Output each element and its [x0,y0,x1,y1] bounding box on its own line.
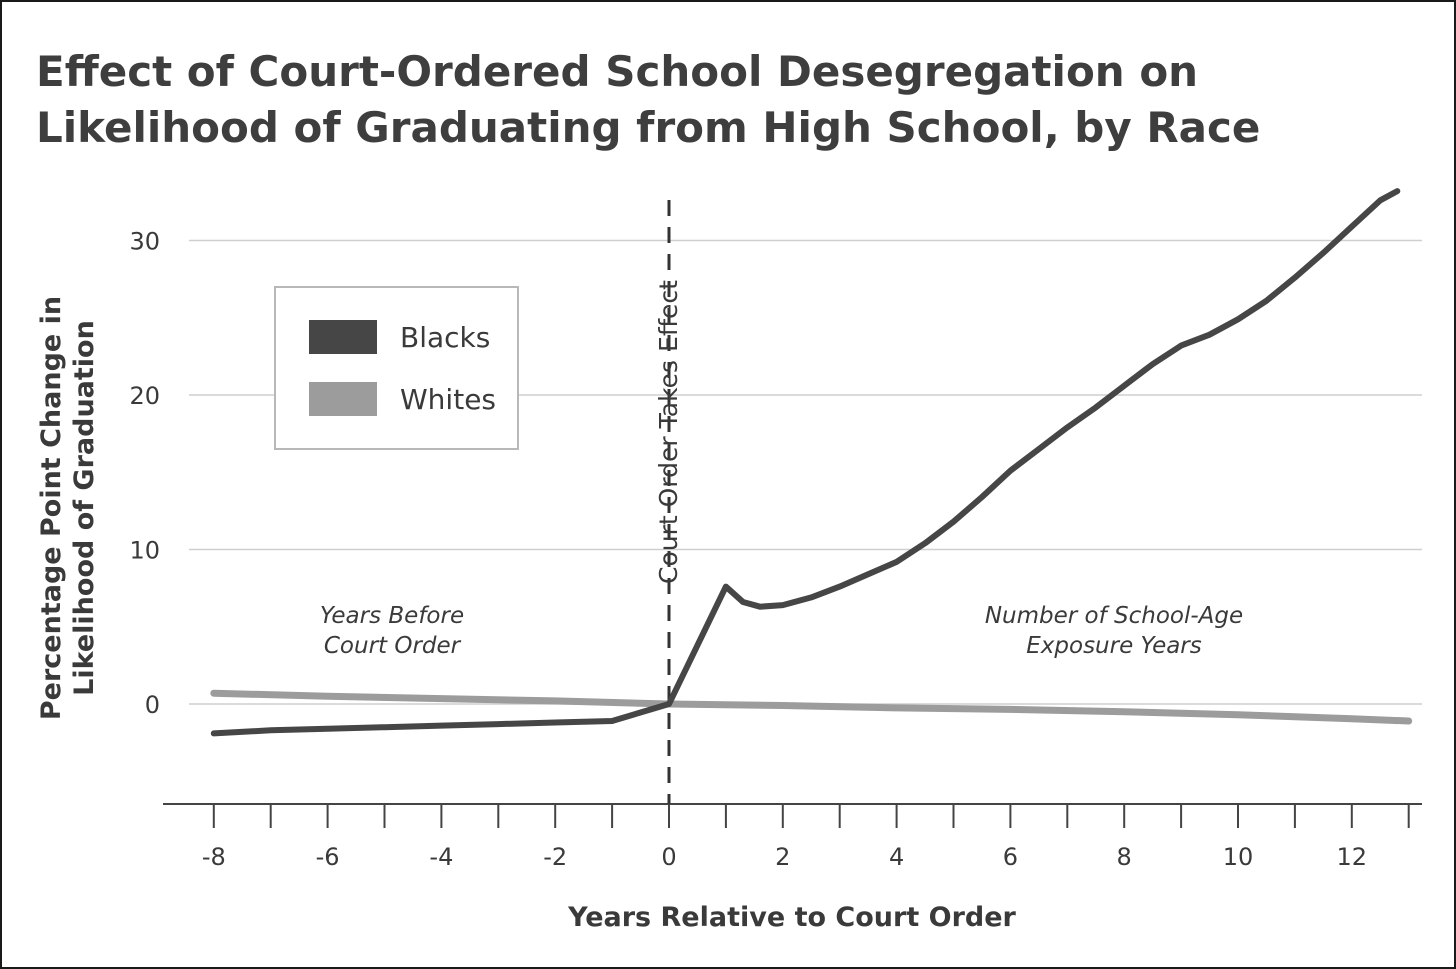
legend-swatch-blacks [309,320,377,354]
series-line-blacks [210,188,1401,737]
annotations: Years Before Court Order Number of Schoo… [320,603,1243,659]
court-order-label: Court Order Takes Effect [654,280,683,584]
x-tick-label: 6 [1003,843,1018,871]
y-tick-label: 10 [129,537,160,565]
y-axis-title: Percentage Point Change in Likelihood of… [36,296,100,720]
x-tick-label: -6 [316,843,340,871]
x-axis-title: Years Relative to Court Order [567,902,1016,933]
annotation-after-line-1: Number of School-Age [985,603,1243,629]
legend-box [274,286,519,450]
x-tick-label: 4 [889,843,904,871]
y-tick-label: 30 [129,228,160,256]
annotation-before-line-1: Years Before [320,603,464,629]
legend-swatch-whites [309,382,377,416]
x-axis: -8 -6 -4 -2 0 2 4 6 8 10 12 [163,803,1422,871]
chart-title-line-2: Likelihood of Graduating from High Schoo… [36,103,1261,152]
x-tick-label: -4 [429,843,453,871]
x-tick-label: 2 [775,843,790,871]
chart-title: Effect of Court-Ordered School Desegrega… [36,44,1336,156]
legend-label-whites: Whites [400,383,496,416]
x-tick-label: 0 [661,843,676,871]
annotation-before-line-2: Court Order [324,633,462,659]
data-series [210,188,1413,737]
series-line-whites [210,689,1413,725]
x-tick-label: 10 [1223,843,1254,871]
court-order-marker: Court Order Takes Effect [654,200,683,804]
chart-title-line-1: Effect of Court-Ordered School Desegrega… [36,47,1199,96]
y-tick-label: 20 [129,382,160,410]
legend: Blacks Whites [274,286,519,450]
y-axis-title-line-2: Likelihood of Graduation [69,320,100,696]
annotation-after-line-2: Exposure Years [1026,633,1202,659]
x-tick-label: -2 [543,843,567,871]
x-tick-label: 8 [1117,843,1132,871]
x-tick-label: -8 [202,843,226,871]
x-tick-label: 12 [1337,843,1368,871]
y-axis-tick-labels: 0 10 20 30 [129,228,160,720]
legend-label-blacks: Blacks [400,321,490,354]
y-axis-title-line-1: Percentage Point Change in [36,296,67,720]
y-tick-label: 0 [145,691,160,719]
